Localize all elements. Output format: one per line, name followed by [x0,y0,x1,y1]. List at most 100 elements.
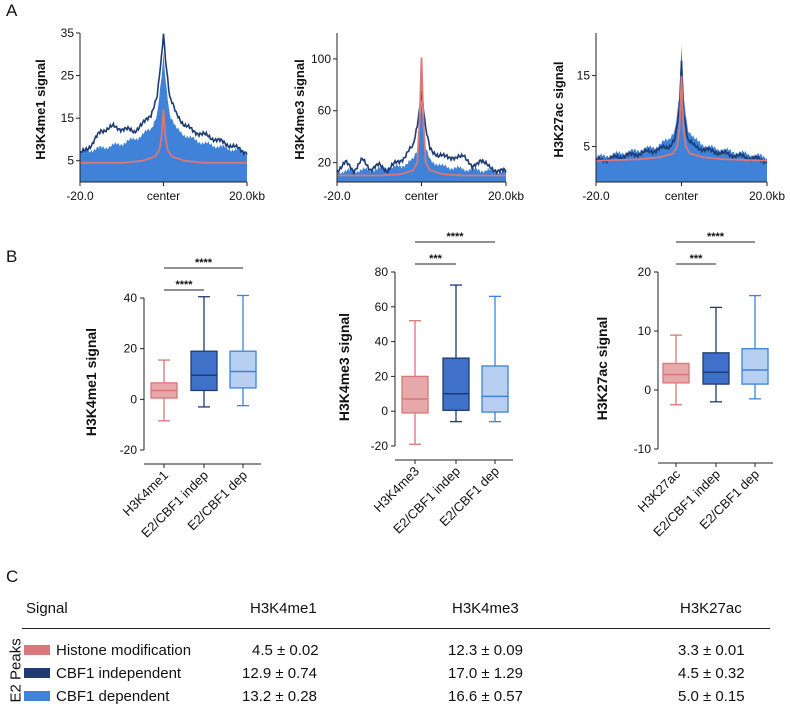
y-tick-label: 20 [638,265,652,279]
y-tick-label: 0 [644,383,651,397]
y-axis-label: H3K27ac signal [594,317,610,421]
y-tick-label: 5 [583,140,590,154]
table-cell: 12.3 ± 0.09 [448,642,523,659]
series-line-cbf1-independent [336,90,507,177]
y-axis-label: H3K4me3 signal [336,313,352,421]
y-tick-label: -20 [120,443,138,457]
y-axis-label: H3K27ac signal [551,61,566,157]
table-header-h3k4me3: H3K4me3 [452,600,519,617]
box-iqr [741,348,769,385]
box-2 [702,306,730,403]
box-iqr [442,357,470,411]
y-axis-label: H3K4me1 signal [83,328,99,436]
y-tick-label: 40 [124,291,138,305]
y-tick-label: 60 [375,300,389,314]
y-tick-label: 15 [577,69,591,83]
y-tick-label: 20 [318,156,332,170]
legend-swatch-indep [24,668,50,678]
y-axis-label: H3K4me1 signal [33,59,48,159]
significance-label: **** [446,231,464,243]
table-row-label: CBF1 dependent [56,688,170,705]
box-2 [442,284,470,423]
box-3 [741,294,769,400]
y-tick-label: 40 [375,335,389,349]
y-tick-label: 0 [381,404,388,418]
box-iqr [481,365,509,413]
box-plot-1 [140,267,261,468]
table-row-label: Histone modification [56,642,192,659]
legend-swatch-dep [24,691,50,701]
box-plot-2 [391,241,513,464]
box-1 [401,320,429,445]
y-tick-label: 5 [67,154,74,168]
series-fill-cbf1-dependent [337,100,506,182]
y-tick-label: 60 [318,104,332,118]
x-tick-label: -20.0 [582,189,610,203]
x-tick-label: center [405,189,438,203]
profile-plot-2 [333,33,507,186]
table-cell: 4.5 ± 0.32 [678,665,745,682]
box-3 [229,294,257,407]
box-iqr [401,375,429,414]
y-tick-label: 100 [311,52,331,66]
significance-label: **** [707,231,725,243]
series-line-cbf1-independent [79,33,248,157]
table-cell: 5.0 ± 0.15 [678,688,745,705]
table-side-label: E2 Peaks [7,638,25,703]
table-cell: 3.3 ± 0.01 [678,642,745,659]
y-tick-label: 20 [124,342,138,356]
series-line-histone [80,109,247,164]
y-tick-label: 20 [375,369,389,383]
panel-label-a: A [6,1,18,20]
y-tick-label: 35 [61,26,75,40]
table-cell: 13.2 ± 0.28 [242,688,317,705]
y-axis-label: H3K4me3 signal [292,59,307,159]
panel-label-c: C [6,567,18,586]
x-tick-label: center [665,189,698,203]
box-3 [481,295,509,423]
x-tick-label: -20.0 [66,189,94,203]
profile-plot-1 [76,32,248,186]
significance-label: **** [195,257,213,269]
series-fill-cbf1-dependent [596,44,767,182]
x-tick-label: 20.0kb [229,189,265,203]
table-header-h3k4me1: H3K4me1 [250,600,317,617]
table-header-h3k27ac: H3K27ac [680,600,742,617]
y-tick-label: 25 [61,69,75,83]
table-header-signal: Signal [26,600,68,617]
series-line-cbf1-independent [595,60,768,166]
table-cell: 17.0 ± 1.29 [448,665,523,682]
y-tick-label: 80 [375,265,389,279]
box-iqr [190,350,218,392]
box-1 [150,359,178,422]
y-tick-label: -20 [371,439,389,453]
box-2 [190,296,218,408]
table-row-label: CBF1 independent [56,665,182,682]
series-line-histone [596,75,767,162]
y-tick-label: 0 [130,392,137,406]
x-tick-label: 20.0kb [488,189,524,203]
table-divider [22,628,770,629]
x-tick-label: -20.0 [323,189,351,203]
box-plot-3 [654,241,773,467]
table-cell: 16.6 ± 0.57 [448,688,523,705]
box-iqr [229,350,257,389]
y-tick-label: 15 [61,111,75,125]
table-cell: 12.9 ± 0.74 [242,665,317,682]
y-tick-label: -10 [634,442,652,456]
box-iqr [702,352,730,385]
x-tick-label: 20.0kb [749,189,785,203]
table-cell: 4.5 ± 0.02 [252,642,319,659]
legend-swatch-histone [24,645,50,655]
panel-label-b: B [6,247,17,266]
x-tick-label: center [147,189,180,203]
series-line-histone [337,57,506,177]
significance-label: *** [429,253,443,265]
y-tick-label: 10 [638,324,652,338]
significance-label: *** [690,253,704,265]
profile-plot-3 [592,33,768,186]
significance-label: **** [175,279,193,291]
box-1 [662,334,690,406]
box-iqr [662,362,690,384]
